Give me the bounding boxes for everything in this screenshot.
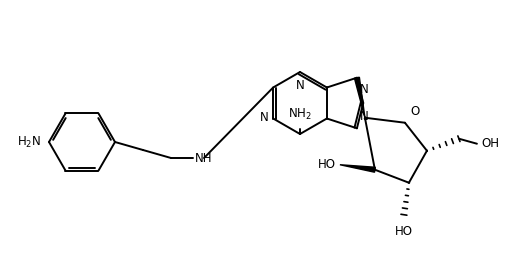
Text: NH$_2$: NH$_2$ bbox=[288, 107, 312, 122]
Polygon shape bbox=[354, 77, 364, 118]
Text: N: N bbox=[359, 83, 368, 96]
Text: H$_2$N: H$_2$N bbox=[17, 134, 41, 150]
Text: HO: HO bbox=[394, 225, 412, 238]
Text: NH: NH bbox=[194, 153, 212, 166]
Text: O: O bbox=[409, 105, 418, 118]
Polygon shape bbox=[340, 165, 375, 172]
Text: N: N bbox=[259, 111, 268, 124]
Text: N: N bbox=[359, 110, 368, 123]
Text: N: N bbox=[295, 79, 304, 92]
Text: OH: OH bbox=[480, 137, 498, 150]
Text: HO: HO bbox=[317, 158, 335, 171]
